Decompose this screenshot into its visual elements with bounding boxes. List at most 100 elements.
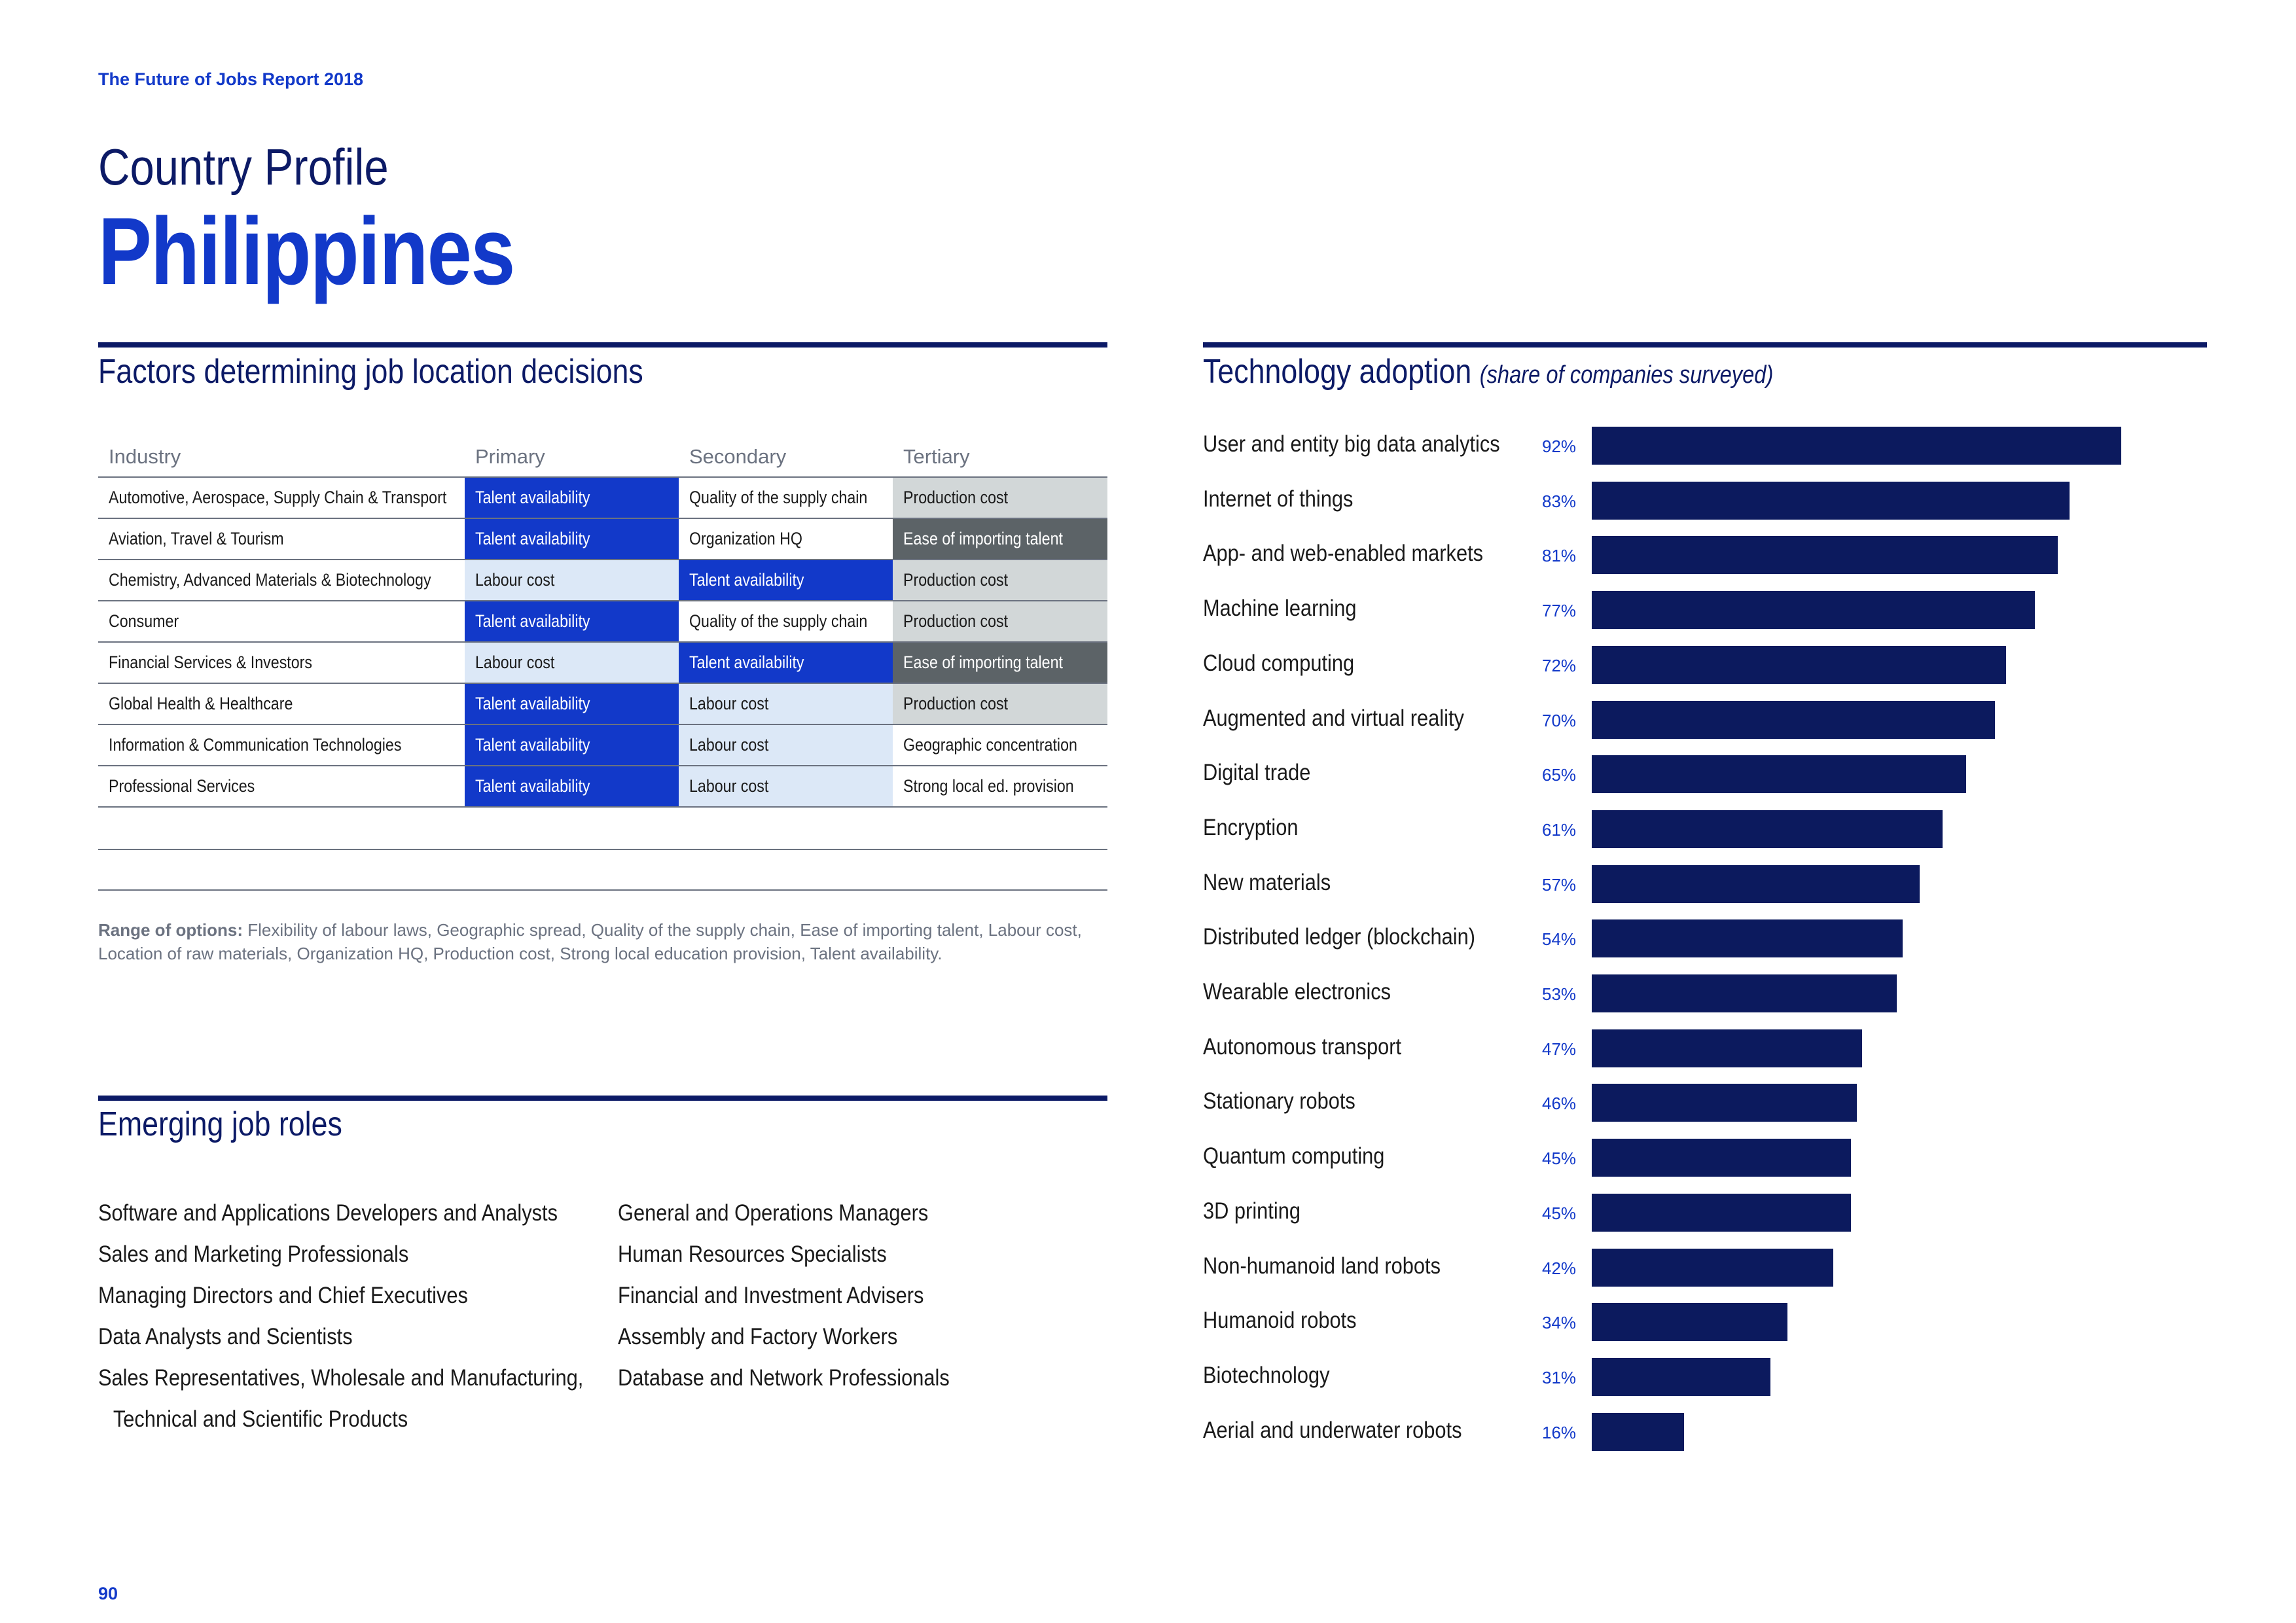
- tech-category-label: Internet of things: [1203, 486, 1354, 512]
- tertiary-cell: Ease of importing talent: [893, 642, 1107, 684]
- tech-category-label: 3D printing: [1203, 1198, 1300, 1224]
- job-role: Software and Applications Developers and…: [98, 1200, 558, 1226]
- tech-category-label: Encryption: [1203, 814, 1299, 840]
- industry-cell: Consumer: [98, 601, 465, 643]
- tech-value-label: 54%: [1542, 929, 1577, 950]
- tech-category-label: User and entity big data analytics: [1203, 431, 1500, 457]
- tech-bar: [1592, 919, 1903, 958]
- job-role: Technical and Scientific Products: [113, 1406, 408, 1432]
- range-of-options-text: Flexibility of labour laws, Geographic s…: [98, 920, 1082, 963]
- tech-bar: [1592, 591, 2035, 630]
- tertiary-cell: Ease of importing talent: [893, 518, 1107, 560]
- secondary-cell: Organization HQ: [679, 518, 893, 560]
- primary-cell: Talent availability: [465, 766, 679, 808]
- secondary-cell: Talent availability: [679, 560, 893, 601]
- tertiary-cell: Production cost: [893, 601, 1107, 643]
- tech-category-label: App- and web-enabled markets: [1203, 541, 1484, 567]
- tech-value-label: 77%: [1542, 601, 1577, 621]
- tech-category-label: Aerial and underwater robots: [1203, 1417, 1462, 1443]
- tech-value-label: 81%: [1542, 546, 1577, 566]
- tech-bar: [1592, 1303, 1787, 1342]
- tech-title: Technology adoption: [1203, 353, 1472, 391]
- job-role: Database and Network Professionals: [618, 1365, 950, 1391]
- country-name: Philippines: [98, 198, 515, 304]
- roles-section-title: Emerging job roles: [98, 1105, 342, 1143]
- tech-value-label: 45%: [1542, 1149, 1577, 1169]
- tech-bar: [1592, 1248, 1833, 1287]
- tertiary-cell: Production cost: [893, 560, 1107, 601]
- job-role: Assembly and Factory Workers: [618, 1324, 898, 1349]
- tech-value-label: 61%: [1542, 819, 1577, 840]
- range-of-options-note: Range of options: Flexibility of labour …: [98, 918, 1107, 965]
- tertiary-cell: Strong local ed. provision: [893, 766, 1107, 808]
- primary-cell: Talent availability: [465, 518, 679, 560]
- column-header-tertiary: Tertiary: [893, 437, 1107, 478]
- tech-bar: [1592, 1029, 1862, 1067]
- industry-cell: Financial Services & Investors: [98, 642, 465, 684]
- tech-category-label: Cloud computing: [1203, 650, 1355, 676]
- primary-cell: Talent availability: [465, 477, 679, 519]
- tech-section-title: Technology adoption (share of companies …: [1203, 352, 1773, 391]
- tech-category-label: Distributed ledger (blockchain): [1203, 924, 1476, 950]
- tech-category-label: Augmented and virtual reality: [1203, 705, 1464, 731]
- tech-value-label: 53%: [1542, 984, 1577, 1004]
- tech-bar: [1592, 645, 2006, 684]
- table-divider: [98, 849, 1107, 850]
- industry-cell: Automotive, Aerospace, Supply Chain & Tr…: [98, 477, 465, 519]
- tech-bar: [1592, 1412, 1684, 1451]
- report-title: The Future of Jobs Report 2018: [98, 69, 364, 89]
- tech-category-label: Non-humanoid land robots: [1203, 1253, 1441, 1279]
- tech-bar: [1592, 700, 1995, 739]
- table-row: Aviation, Travel & Tourism Talent availa…: [98, 518, 1107, 560]
- range-of-options-label: Range of options:: [98, 920, 243, 940]
- roles-section-rule: [98, 1096, 1107, 1101]
- primary-cell: Talent availability: [465, 601, 679, 643]
- table-row: Consumer Talent availability Quality of …: [98, 601, 1107, 643]
- tech-bar: [1592, 865, 1920, 903]
- page-number: 90: [98, 1584, 118, 1603]
- tech-value-label: 45%: [1542, 1203, 1577, 1223]
- tech-category-label: Autonomous transport: [1203, 1033, 1402, 1060]
- industry-cell: Information & Communication Technologies: [98, 724, 465, 766]
- tech-bar: [1592, 1084, 1857, 1122]
- tech-subtitle: (share of companies surveyed): [1479, 361, 1774, 389]
- tech-value-label: 92%: [1542, 437, 1577, 456]
- primary-cell: Talent availability: [465, 724, 679, 766]
- secondary-cell: Labour cost: [679, 724, 893, 766]
- tech-value-label: 72%: [1542, 655, 1577, 675]
- secondary-cell: Labour cost: [679, 683, 893, 725]
- secondary-cell: Labour cost: [679, 766, 893, 808]
- table-row: Chemistry, Advanced Materials & Biotechn…: [98, 560, 1107, 601]
- job-role: Financial and Investment Advisers: [618, 1283, 924, 1308]
- job-role: Managing Directors and Chief Executives: [98, 1283, 468, 1308]
- factors-table: Industry Primary Secondary Tertiary Auto…: [98, 437, 1107, 808]
- secondary-cell: Quality of the supply chain: [679, 477, 893, 519]
- job-role: General and Operations Managers: [618, 1200, 929, 1226]
- tertiary-cell: Production cost: [893, 477, 1107, 519]
- tech-value-label: 57%: [1542, 874, 1577, 895]
- job-role: Data Analysts and Scientists: [98, 1324, 353, 1349]
- industry-cell: Global Health & Healthcare: [98, 683, 465, 725]
- tertiary-cell: Geographic concentration: [893, 724, 1107, 766]
- tech-bar: [1592, 1357, 1770, 1396]
- primary-cell: Talent availability: [465, 683, 679, 725]
- tech-bar: [1592, 1139, 1851, 1177]
- column-header-primary: Primary: [465, 437, 679, 478]
- job-role: Human Resources Specialists: [618, 1241, 887, 1267]
- tech-value-label: 16%: [1542, 1422, 1577, 1442]
- job-role: Sales Representatives, Wholesale and Man…: [98, 1365, 584, 1391]
- table-divider: [98, 889, 1107, 891]
- tech-value-label: 65%: [1542, 765, 1577, 785]
- table-row: Information & Communication Technologies…: [98, 724, 1107, 766]
- tech-category-label: Machine learning: [1203, 596, 1357, 622]
- tech-category-label: Biotechnology: [1203, 1362, 1330, 1388]
- table-row: Financial Services & Investors Labour co…: [98, 642, 1107, 684]
- tech-bar: [1592, 810, 1943, 848]
- table-row: Professional Services Talent availabilit…: [98, 766, 1107, 808]
- tech-value-label: 83%: [1542, 491, 1577, 511]
- table-row: Automotive, Aerospace, Supply Chain & Tr…: [98, 477, 1107, 519]
- industry-cell: Professional Services: [98, 766, 465, 808]
- tech-bar: [1592, 536, 2058, 575]
- industry-cell: Chemistry, Advanced Materials & Biotechn…: [98, 560, 465, 601]
- factors-table-header: Industry Primary Secondary Tertiary: [98, 437, 1107, 478]
